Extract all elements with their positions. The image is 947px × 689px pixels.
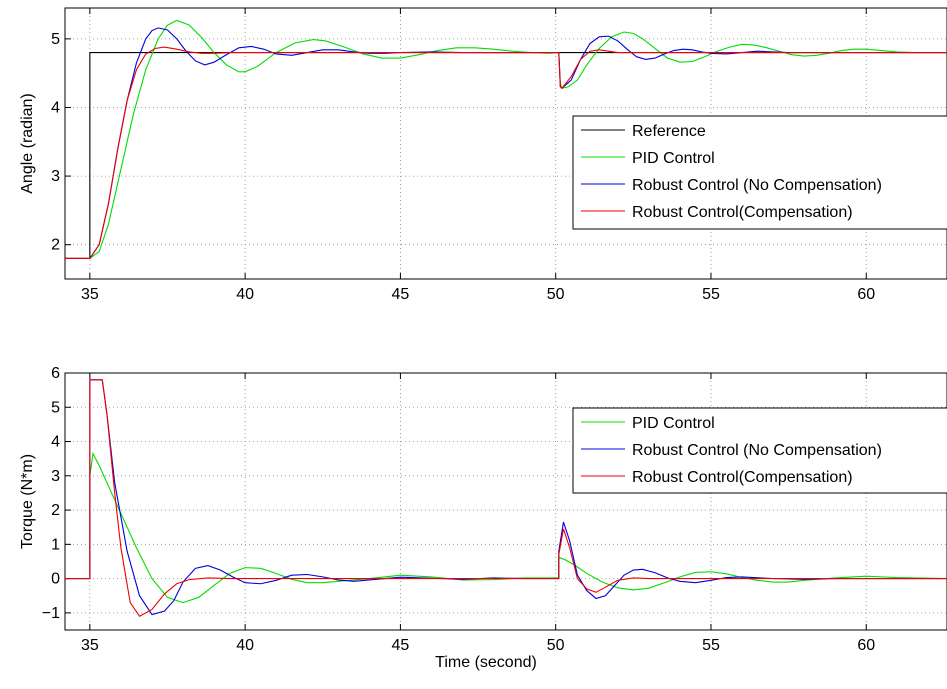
legend-label-pid-control: PID Control	[632, 415, 715, 432]
legend-label-pid-control: PID Control	[632, 150, 715, 167]
legend: PID Control Robust Control (No Compensati…	[572, 407, 947, 494]
x-tick-label: 35	[81, 637, 99, 654]
y-tick-label: 2	[51, 237, 60, 254]
legend-label-reference: Reference	[632, 123, 706, 140]
x-tick-label: 45	[392, 286, 410, 303]
y-axis-title: Angle (radian)	[19, 93, 36, 194]
x-tick-label: 50	[547, 637, 565, 654]
legend: Reference PID Control Robust Control (No C…	[572, 115, 947, 230]
x-tick-label: 40	[236, 286, 254, 303]
series-group	[65, 19, 947, 259]
series-line-robust-control-compensation	[65, 46, 947, 259]
y-tick-label: 4	[51, 434, 60, 451]
x-tick-label: 55	[702, 286, 720, 303]
y-tick-label: 3	[51, 168, 60, 185]
legend-label-robust-control-no-compensation: Robust Control (No Compensation)	[632, 442, 882, 459]
legend-label-robust-control-no-compensation: Robust Control (No Compensation)	[632, 177, 882, 194]
x-tick-label: 55	[702, 637, 720, 654]
plot-frame	[64, 7, 947, 280]
x-axis-title: Time (second)	[435, 654, 537, 671]
x-tick-label: 40	[236, 637, 254, 654]
legend-label-robust-control-compensation: Robust Control(Compensation)	[632, 204, 853, 221]
legend-box	[572, 407, 947, 494]
y-axis-title: Torque (N*m)	[19, 454, 36, 549]
y-tick-label: 4	[51, 99, 60, 116]
y-tick-label: −1	[42, 605, 60, 622]
x-tick-label: 60	[857, 286, 875, 303]
series-group	[65, 379, 947, 618]
y-tick-label: 0	[51, 571, 60, 588]
y-tick-label: 2	[51, 502, 60, 519]
legend-box	[572, 115, 947, 230]
series-line-robust-control-compensation	[65, 379, 947, 618]
x-tick-label: 45	[392, 637, 410, 654]
y-tick-label: 6	[51, 365, 60, 382]
y-tick-label: 1	[51, 536, 60, 553]
x-tick-label: 35	[81, 286, 99, 303]
y-tick-label: 5	[51, 31, 60, 48]
y-tick-label: 5	[51, 399, 60, 416]
x-tick-label: 60	[857, 637, 875, 654]
plot-frame	[64, 372, 947, 631]
legend-label-robust-control-compensation: Robust Control(Compensation)	[632, 469, 853, 486]
y-tick-label: 3	[51, 468, 60, 485]
x-tick-label: 50	[547, 286, 565, 303]
